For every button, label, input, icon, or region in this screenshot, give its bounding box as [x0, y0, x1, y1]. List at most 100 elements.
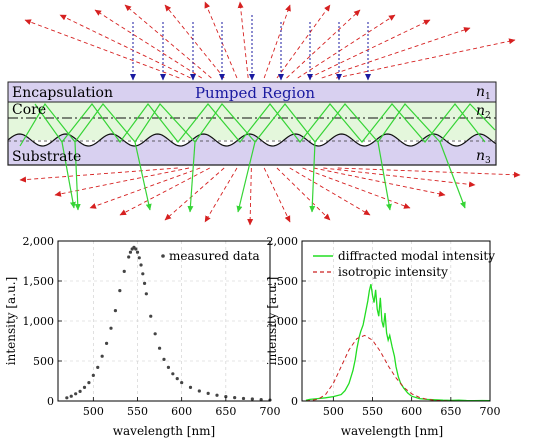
- data-point: [128, 250, 133, 254]
- legend-label-measured: measured data: [169, 249, 260, 263]
- legend-marker-measured: [161, 254, 165, 258]
- legend-label-modal: diffracted modal intensity: [338, 249, 495, 263]
- isotropic-arrow: [94, 9, 203, 79]
- isotropic-arrow: [321, 27, 471, 79]
- right-xlabel: wavelength [nm]: [341, 424, 444, 438]
- isotropic-arrow: [337, 167, 521, 178]
- diffracted-ray: [439, 141, 466, 209]
- pump-arrows: [130, 15, 371, 81]
- data-point: [78, 389, 82, 393]
- data-point: [171, 372, 175, 376]
- data-point: [87, 381, 91, 385]
- isotropic-arrow: [289, 167, 371, 216]
- x-tick-label: 600: [401, 405, 422, 418]
- isotropic-arrow: [276, 167, 331, 221]
- isotropic-arrow: [204, 167, 238, 223]
- x-tick-label: 650: [215, 405, 236, 418]
- waveguide-outline: [7, 81, 497, 166]
- data-point: [141, 272, 145, 276]
- isotropic-arrow: [313, 167, 446, 197]
- isotropic-arrow: [119, 167, 210, 216]
- data-point: [69, 394, 73, 398]
- data-point: [188, 385, 193, 389]
- modal-spectrum-chart: 500 550 600 650 700 0 500 1,000 1,500 2,000 diffr…: [265, 235, 501, 438]
- measured-spectrum-chart: 500 550 600 650 700 0 500 1,000 1,500 2,000 measu…: [4, 235, 281, 438]
- isotropic-arrow: [19, 167, 178, 183]
- data-point: [149, 314, 153, 318]
- diffracted-ray: [74, 141, 81, 211]
- data-point: [113, 309, 118, 313]
- data-point: [162, 357, 166, 361]
- isotropic-arrow: [164, 167, 225, 221]
- y-tick-label: 500: [277, 355, 298, 368]
- left-xlabel: wavelength [nm]: [113, 424, 216, 438]
- right-ticks: 500 550 600 650 700 0 500 1,000 1,500 2,000: [267, 235, 501, 418]
- data-point: [74, 392, 78, 396]
- y-tick-label: 1,000: [267, 315, 299, 328]
- left-plot-area: [65, 245, 272, 402]
- index-n2-label: n2: [476, 103, 491, 121]
- y-tick-label: 2,000: [267, 235, 299, 248]
- isotropic-arrow: [54, 167, 190, 197]
- data-point: [166, 365, 171, 369]
- diffracted-ray: [377, 141, 392, 211]
- data-point: [139, 263, 143, 267]
- y-tick-label: 1,000: [23, 315, 55, 328]
- isotropic-arrow: [308, 19, 431, 79]
- left-legend: measured data: [161, 249, 260, 263]
- waveguide-diagram: Encapsulation Pumped Region Core Substra…: [7, 1, 521, 226]
- data-point: [197, 389, 201, 393]
- left-grid: [58, 240, 271, 402]
- x-tick-label: 600: [171, 405, 192, 418]
- data-point: [142, 281, 147, 285]
- isotropic-arrow: [263, 4, 291, 79]
- modal-ray-path: [34, 103, 486, 144]
- diffracted-ray: [236, 141, 256, 213]
- y-tick-label: 500: [33, 355, 54, 368]
- index-n3-label: n3: [476, 148, 491, 166]
- data-point: [215, 393, 219, 397]
- x-tick-label: 500: [83, 405, 104, 418]
- diffracted-ray: [61, 141, 76, 209]
- right-ylabel: intensity [a.u.]: [265, 277, 279, 366]
- isotropic-arrow: [24, 19, 180, 79]
- data-point: [224, 395, 228, 399]
- data-point: [82, 385, 87, 389]
- data-point: [233, 396, 237, 400]
- data-point: [157, 346, 162, 350]
- data-point: [137, 256, 141, 260]
- isotropic-arrow: [204, 1, 238, 79]
- data-point: [127, 255, 131, 259]
- isotropic-arrow: [276, 4, 331, 79]
- data-point: [91, 373, 95, 377]
- core-label: Core: [12, 102, 46, 118]
- isotropic-arrow: [323, 167, 476, 188]
- data-point: [96, 365, 100, 369]
- data-point: [65, 396, 69, 400]
- legend-label-isotropic: isotropic intensity: [338, 265, 448, 279]
- data-point: [118, 289, 122, 293]
- isotropic-arrow: [247, 167, 254, 226]
- y-tick-label: 2,000: [23, 235, 55, 248]
- isotropic-arrow: [124, 4, 212, 79]
- y-tick-label: 1,500: [23, 275, 55, 288]
- modal-rays: [19, 102, 496, 213]
- diffracted-ray: [134, 141, 152, 211]
- isotropic-arrow: [336, 38, 516, 79]
- diffracted-ray: [187, 141, 196, 213]
- data-point: [153, 332, 157, 336]
- diffracted-ray: [309, 141, 316, 213]
- x-tick-label: 500: [323, 405, 344, 418]
- left-ylabel: intensity [a.u.]: [4, 277, 18, 366]
- data-point: [180, 381, 184, 385]
- x-tick-label: 700: [480, 405, 501, 418]
- data-point: [104, 341, 109, 345]
- encapsulation-label: Encapsulation: [12, 85, 113, 101]
- series-line: [305, 284, 491, 402]
- data-point: [144, 292, 148, 296]
- substrate-label: Substrate: [12, 149, 81, 165]
- x-tick-label: 550: [362, 405, 383, 418]
- x-tick-label: 550: [127, 405, 148, 418]
